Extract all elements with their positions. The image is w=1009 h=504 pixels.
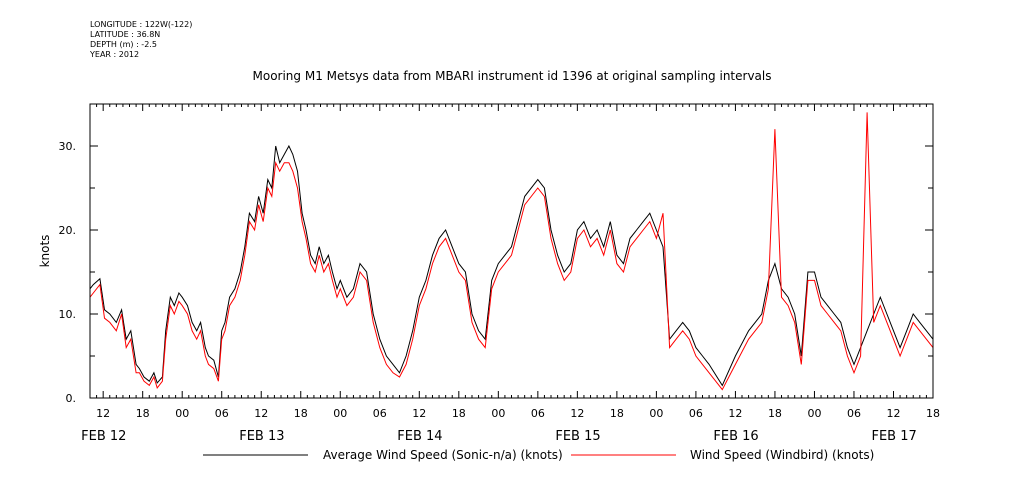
y-tick-label: 30. (59, 140, 77, 153)
x-tick-label: 18 (136, 407, 150, 420)
legend-label-average: Average Wind Speed (Sonic-n/a) (knots) (323, 448, 563, 462)
meta-latitude: LATITUDE : 36.8N (90, 30, 161, 39)
x-tick-label: 00 (807, 407, 821, 420)
x-tick-label: 06 (689, 407, 703, 420)
legend-label-windbird: Wind Speed (Windbird) (knots) (690, 448, 874, 462)
plot-frame (89, 103, 934, 399)
x-tick-label: 18 (452, 407, 466, 420)
x-tick-label: 18 (926, 407, 940, 420)
x-date-label: FEB 13 (239, 429, 284, 444)
x-tick-label: 18 (768, 407, 782, 420)
meta-depth: DEPTH (m) : -2.5 (90, 40, 157, 49)
meta-longitude: LONGITUDE : 122W(-122) (90, 20, 193, 29)
x-tick-label: 06 (215, 407, 229, 420)
legend: Average Wind Speed (Sonic-n/a) (knots) W… (203, 448, 874, 462)
y-tick-label: 10. (59, 308, 77, 321)
series-layer (89, 112, 934, 391)
series-line-windbird-wind-speed (89, 112, 934, 391)
x-tick-label: 12 (728, 407, 742, 420)
x-tick-label: 06 (531, 407, 545, 420)
x-tick-label: 00 (649, 407, 663, 420)
x-tick-label: 06 (847, 407, 861, 420)
x-tick-label: 18 (610, 407, 624, 420)
y-tick-label: 0. (66, 392, 77, 405)
x-date-label: FEB 14 (397, 429, 442, 444)
x-tick-label: 12 (254, 407, 268, 420)
x-tick-label: 00 (491, 407, 505, 420)
x-date-label: FEB 17 (871, 429, 916, 444)
y-tick-label: 20. (59, 224, 77, 237)
x-tick-label: 12 (96, 407, 110, 420)
meta-year: YEAR : 2012 (90, 50, 140, 59)
y-axis-label: knots (38, 235, 52, 268)
x-tick-label: 12 (570, 407, 584, 420)
x-date-label: FEB 12 (81, 429, 126, 444)
x-tick-label: 12 (412, 407, 426, 420)
x-tick-label: 12 (886, 407, 900, 420)
x-tick-label: 00 (175, 407, 189, 420)
x-date-label: FEB 15 (555, 429, 600, 444)
x-tick-label: 18 (294, 407, 308, 420)
x-date-label: FEB 16 (713, 429, 758, 444)
series-line-average-wind-speed (89, 144, 934, 387)
x-tick-label: 00 (333, 407, 347, 420)
chart-title: Mooring M1 Metsys data from MBARI instru… (253, 69, 772, 83)
x-tick-label: 06 (373, 407, 387, 420)
metadata-block: LONGITUDE : 122W(-122) LATITUDE : 36.8N … (90, 20, 192, 60)
axes-layer: 12 18 00 06 12 18 00 06 12 18 00 06 12 18 00 06 12 18 00 06… (59, 103, 940, 444)
